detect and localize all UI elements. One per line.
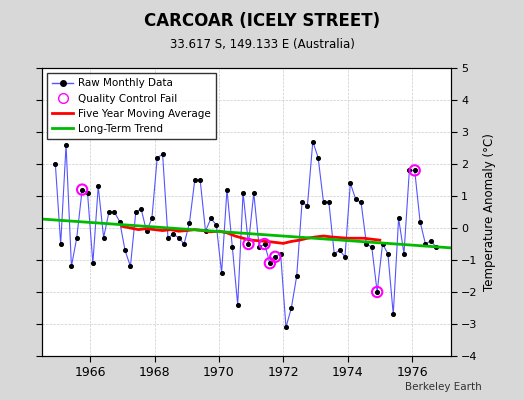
- Point: [373, 289, 381, 295]
- Point: [83, 190, 92, 196]
- Point: [330, 250, 339, 257]
- Text: 33.617 S, 149.133 E (Australia): 33.617 S, 149.133 E (Australia): [170, 38, 354, 51]
- Point: [89, 260, 97, 266]
- Point: [277, 250, 285, 257]
- Point: [180, 241, 188, 247]
- Point: [126, 263, 135, 270]
- Point: [271, 254, 279, 260]
- Y-axis label: Temperature Anomaly (°C): Temperature Anomaly (°C): [483, 133, 496, 291]
- Point: [57, 241, 65, 247]
- Point: [341, 254, 349, 260]
- Point: [169, 231, 178, 238]
- Point: [346, 180, 355, 186]
- Point: [217, 270, 226, 276]
- Point: [271, 254, 279, 260]
- Point: [78, 186, 86, 193]
- Point: [266, 260, 274, 266]
- Point: [410, 167, 419, 174]
- Point: [249, 190, 258, 196]
- Point: [325, 199, 333, 206]
- Point: [255, 244, 264, 250]
- Point: [335, 247, 344, 254]
- Point: [405, 167, 413, 174]
- Point: [410, 167, 419, 174]
- Point: [110, 209, 118, 215]
- Point: [400, 250, 408, 257]
- Point: [260, 241, 269, 247]
- Point: [212, 222, 221, 228]
- Point: [309, 138, 317, 145]
- Legend: Raw Monthly Data, Quality Control Fail, Five Year Moving Average, Long-Term Tren: Raw Monthly Data, Quality Control Fail, …: [47, 73, 216, 139]
- Point: [228, 244, 236, 250]
- Point: [73, 234, 81, 241]
- Point: [158, 151, 167, 158]
- Point: [239, 190, 247, 196]
- Point: [362, 241, 370, 247]
- Point: [100, 234, 108, 241]
- Point: [67, 263, 75, 270]
- Point: [115, 218, 124, 225]
- Point: [292, 273, 301, 279]
- Point: [427, 238, 435, 244]
- Text: Berkeley Earth: Berkeley Earth: [406, 382, 482, 392]
- Point: [282, 324, 290, 330]
- Point: [51, 161, 60, 167]
- Point: [206, 215, 215, 222]
- Point: [432, 244, 440, 250]
- Point: [368, 244, 376, 250]
- Point: [132, 209, 140, 215]
- Point: [389, 311, 397, 318]
- Point: [148, 215, 156, 222]
- Text: CARCOAR (ICELY STREET): CARCOAR (ICELY STREET): [144, 12, 380, 30]
- Point: [378, 241, 387, 247]
- Point: [244, 241, 253, 247]
- Point: [201, 228, 210, 234]
- Point: [314, 154, 322, 161]
- Point: [234, 302, 242, 308]
- Point: [185, 220, 193, 226]
- Point: [266, 260, 274, 266]
- Point: [143, 228, 151, 234]
- Point: [223, 186, 231, 193]
- Point: [94, 183, 102, 190]
- Point: [298, 199, 306, 206]
- Point: [137, 206, 145, 212]
- Point: [319, 199, 328, 206]
- Point: [287, 305, 296, 311]
- Point: [357, 199, 365, 206]
- Point: [153, 154, 161, 161]
- Point: [384, 250, 392, 257]
- Point: [373, 289, 381, 295]
- Point: [62, 142, 70, 148]
- Point: [164, 234, 172, 241]
- Point: [416, 218, 424, 225]
- Point: [174, 234, 183, 241]
- Point: [78, 186, 86, 193]
- Point: [196, 177, 204, 183]
- Point: [260, 241, 269, 247]
- Point: [352, 196, 360, 202]
- Point: [105, 209, 113, 215]
- Point: [421, 241, 430, 247]
- Point: [303, 202, 312, 209]
- Point: [395, 215, 403, 222]
- Point: [244, 241, 253, 247]
- Point: [191, 177, 199, 183]
- Point: [121, 247, 129, 254]
